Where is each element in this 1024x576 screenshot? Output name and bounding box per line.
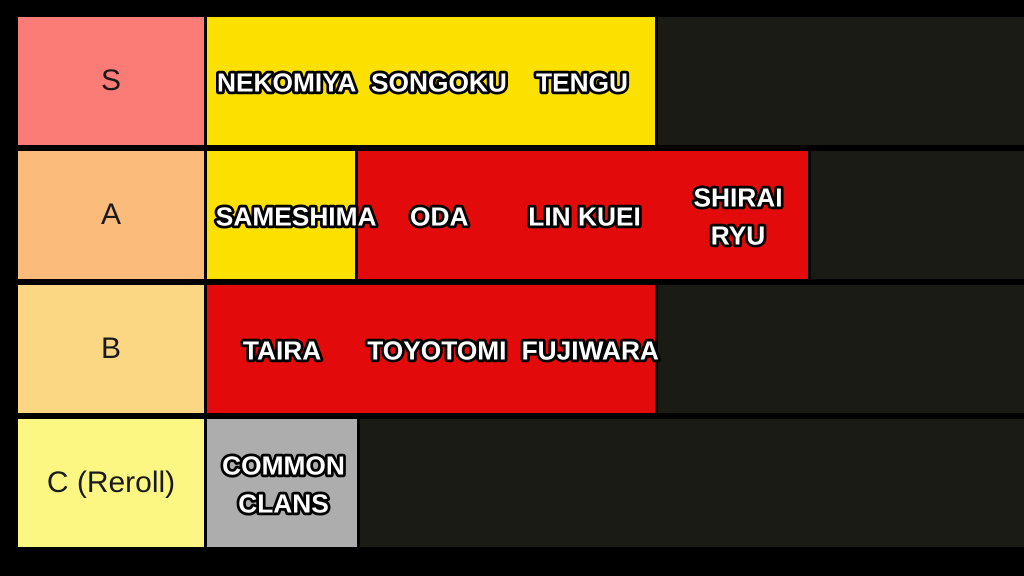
svg-text:SHIRAI: SHIRAI	[693, 183, 782, 213]
svg-text:TOYOTOMI: TOYOTOMI	[367, 336, 506, 366]
svg-text:NEKOMIYA: NEKOMIYA	[217, 68, 356, 98]
svg-text:RYU: RYU	[711, 221, 766, 251]
svg-text:CLANS: CLANS	[238, 489, 329, 519]
svg-text:ODA: ODA	[410, 202, 468, 232]
svg-text:FUJIWARA: FUJIWARA	[522, 336, 659, 366]
svg-text:SAMESHIMA: SAMESHIMA	[216, 202, 377, 232]
svg-text:TAIRA: TAIRA	[243, 336, 321, 366]
svg-text:LIN KUEI: LIN KUEI	[528, 202, 641, 232]
svg-text:TENGU: TENGU	[536, 68, 628, 98]
svg-text:SONGOKU: SONGOKU	[371, 68, 507, 98]
svg-text:COMMON: COMMON	[222, 451, 345, 481]
